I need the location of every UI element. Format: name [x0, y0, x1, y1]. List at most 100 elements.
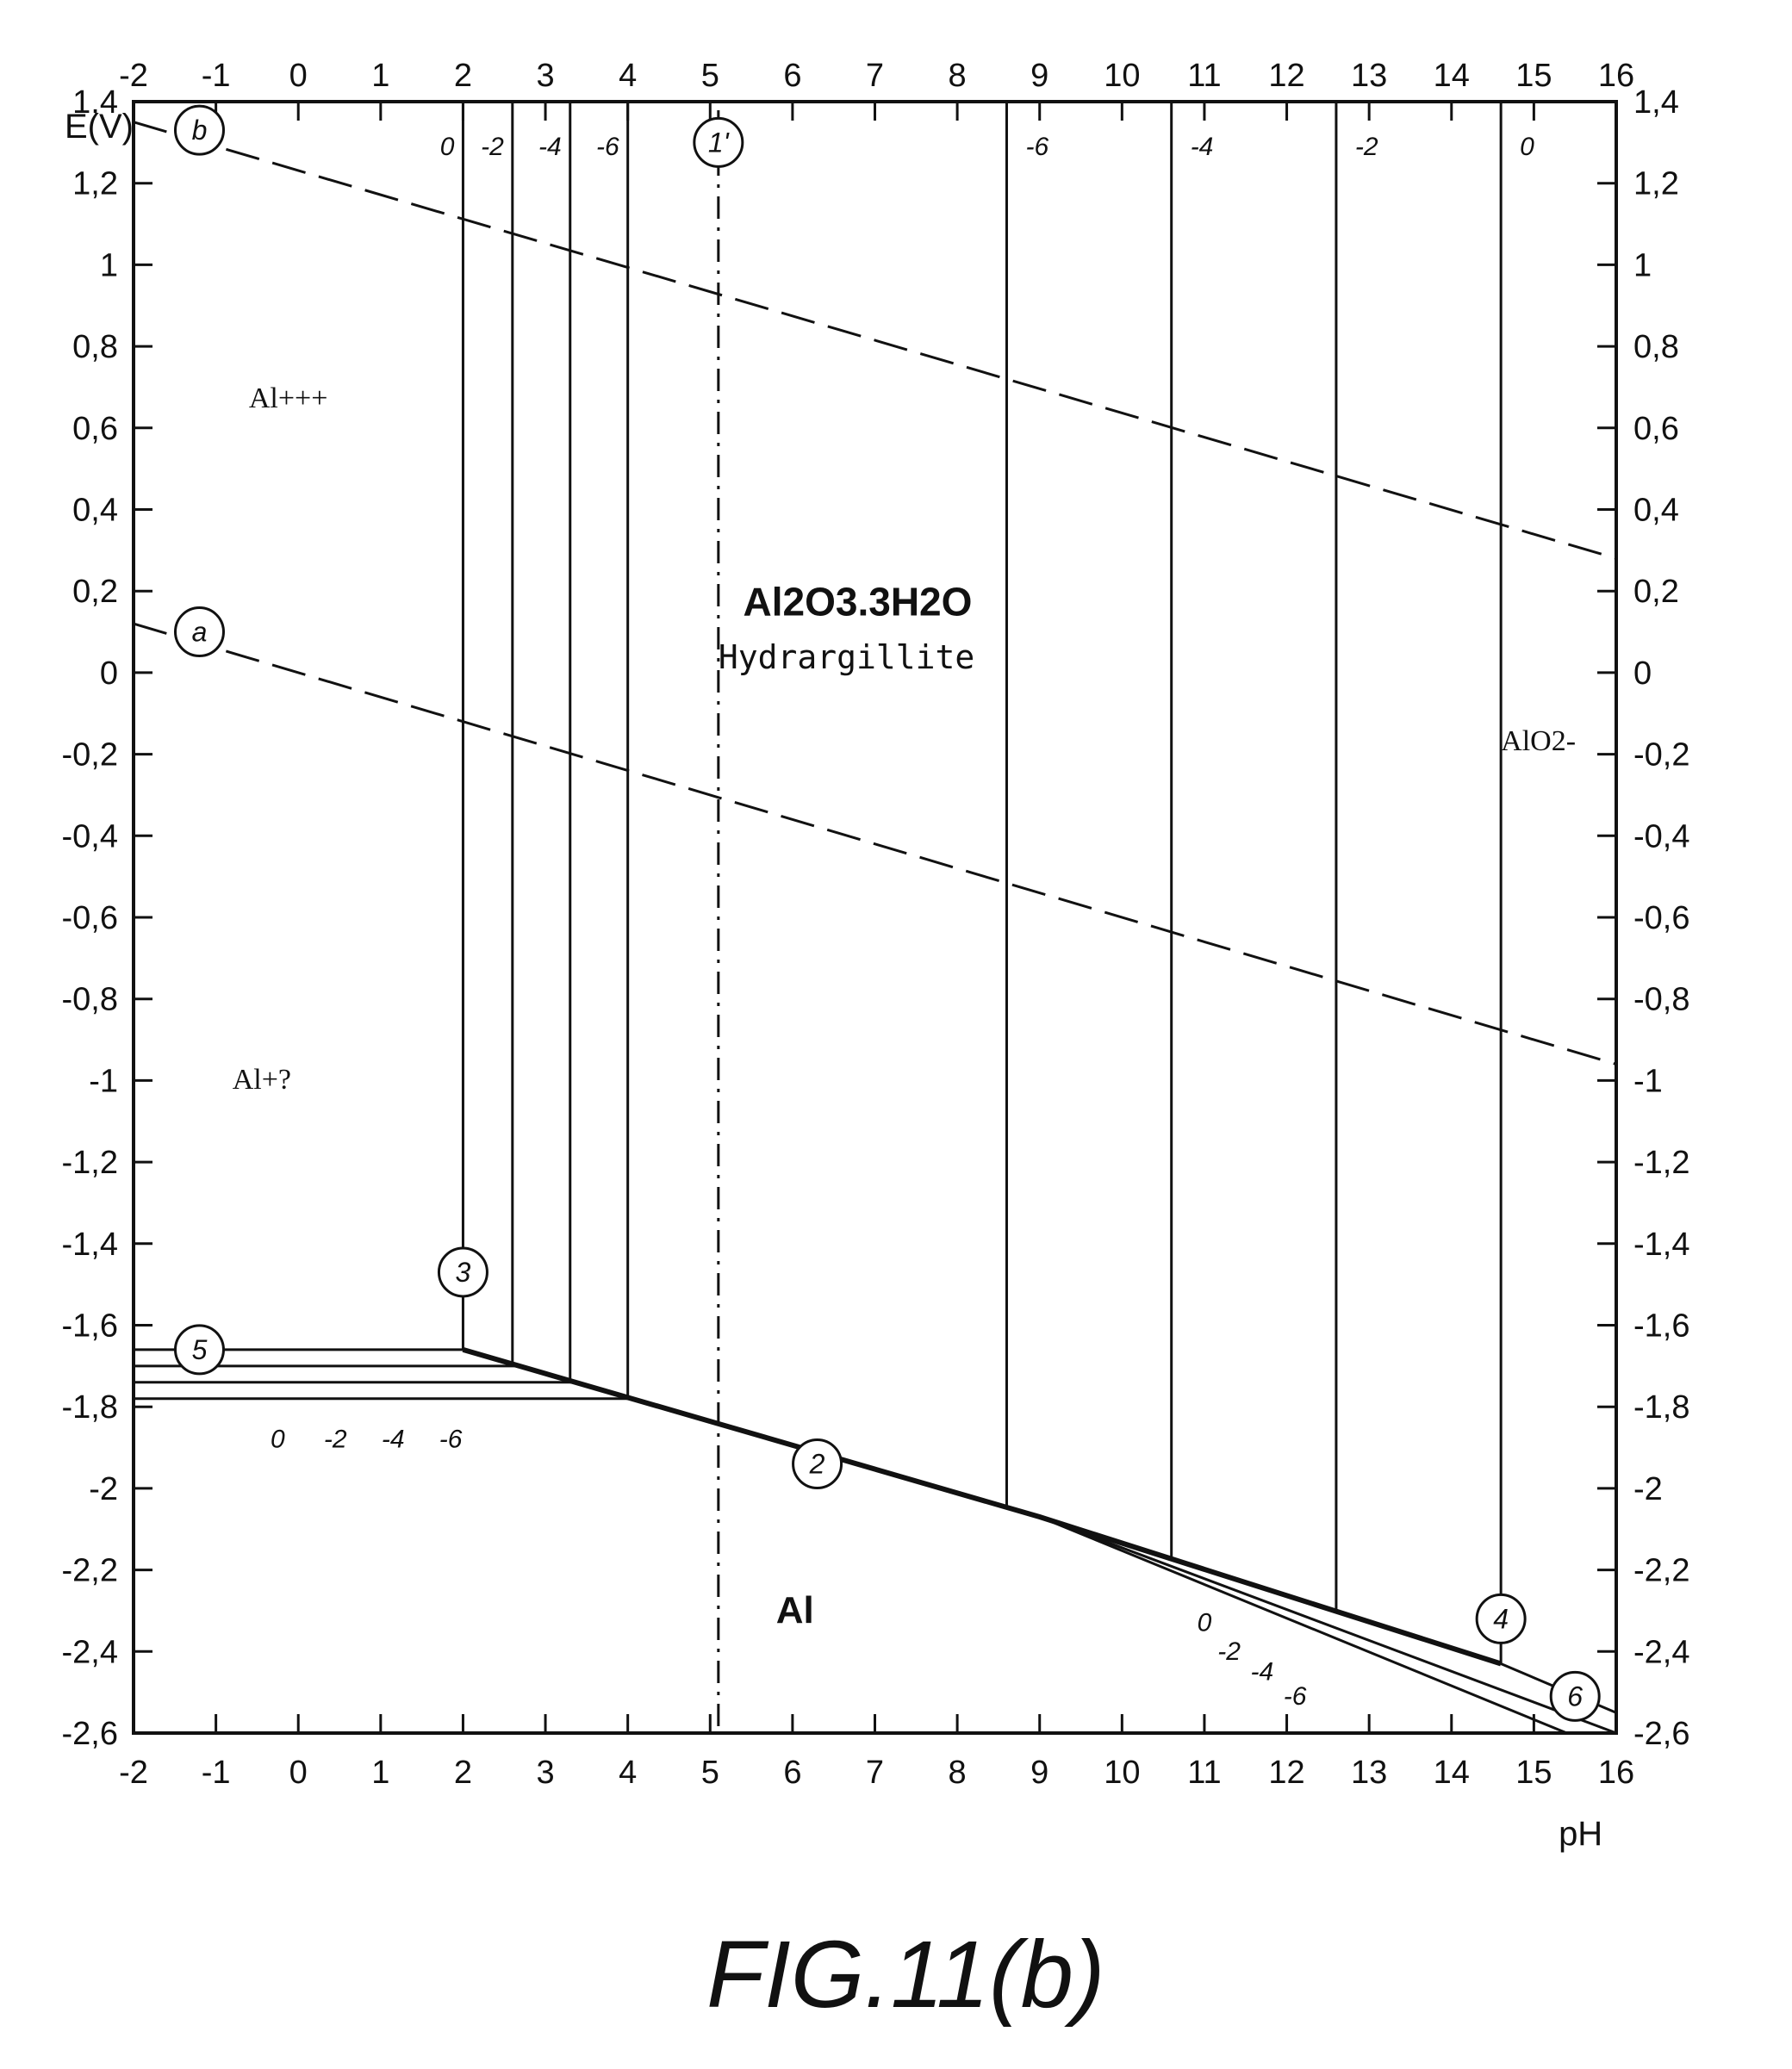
marker-label: b	[192, 115, 208, 146]
x-tick-label-top: 12	[1268, 58, 1304, 94]
y-tick-label-left: -0,2	[62, 737, 118, 774]
x-tick-label-top: 7	[866, 58, 884, 94]
region-label-aluminate: AlO2-	[1501, 725, 1576, 757]
x-tick-label-bottom: 13	[1351, 1755, 1387, 1791]
y-tick-label-left: -1,4	[62, 1227, 118, 1263]
acid-conc-label: -4	[538, 133, 562, 161]
y-tick-label-right: 1,4	[1633, 84, 1679, 121]
x-tick-label-top: 1	[371, 58, 389, 94]
marker-circle	[693, 116, 744, 168]
alkaline-conc-label: -4	[1191, 133, 1214, 161]
acid-conc-label: -6	[596, 133, 619, 161]
x-tick-label-top: 3	[536, 58, 554, 94]
lower-right-conc-label: -4	[1251, 1657, 1274, 1686]
water-line-b	[133, 121, 1617, 560]
y-tick-label-left: -0,4	[62, 818, 118, 854]
x-tick-label-bottom: 10	[1104, 1755, 1140, 1791]
marker-label: 5	[192, 1334, 208, 1365]
x-tick-label-bottom: 1	[371, 1755, 389, 1791]
x-tick-label-top: -1	[202, 58, 231, 94]
x-tick-label-top: 2	[454, 58, 472, 94]
y-tick-label-right: 0	[1633, 655, 1652, 692]
marker-circle	[1549, 1670, 1601, 1722]
acid-conc-label: 0	[440, 133, 455, 161]
y-tick-label-right: -2	[1633, 1471, 1663, 1507]
y-tick-label-right: -2,6	[1633, 1716, 1689, 1752]
region-label-al3: Al+++	[249, 382, 328, 414]
y-tick-label-right: -0,8	[1633, 982, 1689, 1018]
x-tick-label-bottom: 6	[783, 1755, 801, 1791]
y-tick-label-left: -1,2	[62, 1145, 118, 1181]
marker-label: 4	[1493, 1603, 1509, 1634]
lower-left-conc-label: 0	[271, 1426, 285, 1454]
lower-left-conc-label: -2	[324, 1426, 347, 1454]
x-tick-label-bottom: -2	[119, 1755, 148, 1791]
x-tick-label-bottom: -1	[202, 1755, 231, 1791]
x-tick-label-bottom: 15	[1515, 1755, 1552, 1791]
x-tick-label-top: 16	[1598, 58, 1634, 94]
x-tick-label-top: 15	[1515, 58, 1552, 94]
alkaline-conc-label: -2	[1355, 133, 1378, 161]
y-tick-label-right: -1,6	[1633, 1308, 1689, 1345]
y-tick-label-right: -0,2	[1633, 737, 1689, 774]
boundary-lines	[133, 102, 1617, 1735]
y-tick-label-left: -0,6	[62, 900, 118, 936]
y-tick-label-right: 1,2	[1633, 166, 1679, 202]
x-tick-label-bottom: 8	[949, 1755, 967, 1791]
alkaline-conc-label: 0	[1520, 133, 1534, 161]
y-tick-label-left: -2,4	[62, 1634, 118, 1670]
y-tick-label-right: -0,6	[1633, 900, 1689, 936]
y-tick-label-left: -2	[89, 1471, 118, 1507]
x-axis-label: pH	[1559, 1815, 1602, 1853]
y-tick-label-right: -1,8	[1633, 1389, 1689, 1426]
y-tick-label-left: -2,2	[62, 1553, 118, 1589]
y-tick-label-right: -2,4	[1633, 1634, 1689, 1670]
region-label-metal: Al	[776, 1589, 814, 1631]
y-axis-label: E(V)	[65, 108, 134, 146]
marker-label: 6	[1567, 1681, 1583, 1712]
x-tick-label-bottom: 0	[289, 1755, 308, 1791]
lower-left-conc-label: -4	[382, 1426, 405, 1454]
y-tick-label-left: -1,8	[62, 1389, 118, 1426]
y-tick-label-left: -2,6	[62, 1716, 118, 1752]
axes-layer	[132, 100, 1618, 1735]
x-tick-label-bottom: 14	[1434, 1755, 1470, 1791]
marker-circle	[437, 1246, 488, 1298]
marker-label: 3	[456, 1257, 471, 1288]
marker-circle	[173, 104, 225, 156]
labels-layer: -2-2-1-100112233445566778899101011111212…	[62, 58, 1690, 1791]
region-label-oxide-formula: Al2O3.3H2O	[744, 580, 973, 624]
x-tick-label-top: 10	[1104, 58, 1140, 94]
alkaline-conc-label: -6	[1025, 133, 1048, 161]
x-tick-label-bottom: 12	[1268, 1755, 1304, 1791]
x-tick-label-top: 14	[1434, 58, 1470, 94]
x-tick-label-top: 0	[289, 58, 308, 94]
marker-circle	[173, 1324, 225, 1376]
lower-right-conc-label: -2	[1217, 1637, 1241, 1666]
y-tick-label-right: 0,6	[1633, 411, 1679, 447]
region-label-al1: Al+?	[233, 1064, 291, 1096]
marker-circle	[792, 1438, 843, 1489]
y-tick-label-right: -1,4	[1633, 1227, 1689, 1263]
x-tick-label-top: -2	[119, 58, 148, 94]
acid-conc-label: -2	[481, 133, 504, 161]
x-tick-label-bottom: 9	[1030, 1755, 1048, 1791]
region-label-oxide-name: Hydrargillite	[719, 638, 974, 676]
x-tick-label-bottom: 16	[1598, 1755, 1634, 1791]
marker-label: 2	[809, 1448, 825, 1479]
y-tick-label-left: 0	[100, 655, 118, 692]
x-tick-label-top: 5	[701, 58, 719, 94]
y-tick-label-right: 1	[1633, 247, 1652, 283]
x-tick-label-bottom: 4	[619, 1755, 637, 1791]
y-tick-label-right: -1,2	[1633, 1145, 1689, 1181]
lower-left-conc-label: -6	[439, 1426, 463, 1454]
y-tick-label-left: -1,6	[62, 1308, 118, 1345]
y-tick-label-right: -1	[1633, 1063, 1663, 1099]
x-tick-label-bottom: 7	[866, 1755, 884, 1791]
marker-circle	[173, 606, 225, 658]
y-tick-label-right: -0,4	[1633, 818, 1689, 854]
x-tick-label-bottom: 3	[536, 1755, 554, 1791]
figure-caption: FIG.11(b)	[706, 1922, 1105, 2028]
y-tick-label-left: 0,6	[72, 411, 118, 447]
